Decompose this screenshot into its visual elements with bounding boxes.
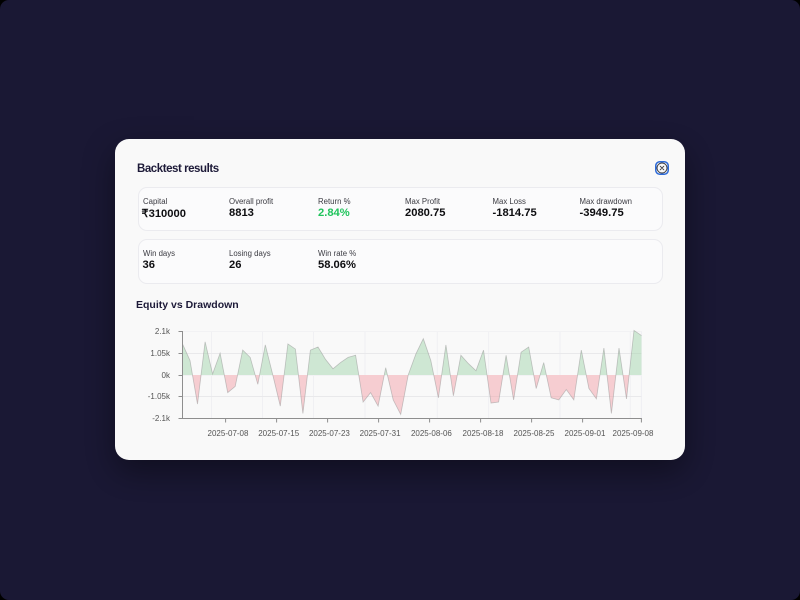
svg-text:2025-07-23: 2025-07-23 [309, 429, 350, 438]
svg-text:2025-08-06: 2025-08-06 [411, 429, 452, 438]
svg-text:-2.1k: -2.1k [152, 414, 171, 423]
svg-text:0k: 0k [162, 371, 171, 380]
svg-text:1.05k: 1.05k [150, 349, 171, 358]
svg-text:2025-08-18: 2025-08-18 [463, 429, 504, 438]
svg-text:2025-07-08: 2025-07-08 [208, 429, 249, 438]
svg-text:2025-09-08: 2025-09-08 [613, 429, 654, 438]
svg-text:-1.05k: -1.05k [148, 392, 171, 401]
svg-text:2025-07-31: 2025-07-31 [360, 429, 401, 438]
svg-text:2025-08-25: 2025-08-25 [514, 429, 555, 438]
svg-text:2025-09-01: 2025-09-01 [565, 429, 606, 438]
svg-text:2025-07-15: 2025-07-15 [258, 429, 299, 438]
svg-text:2.1k: 2.1k [155, 327, 171, 336]
